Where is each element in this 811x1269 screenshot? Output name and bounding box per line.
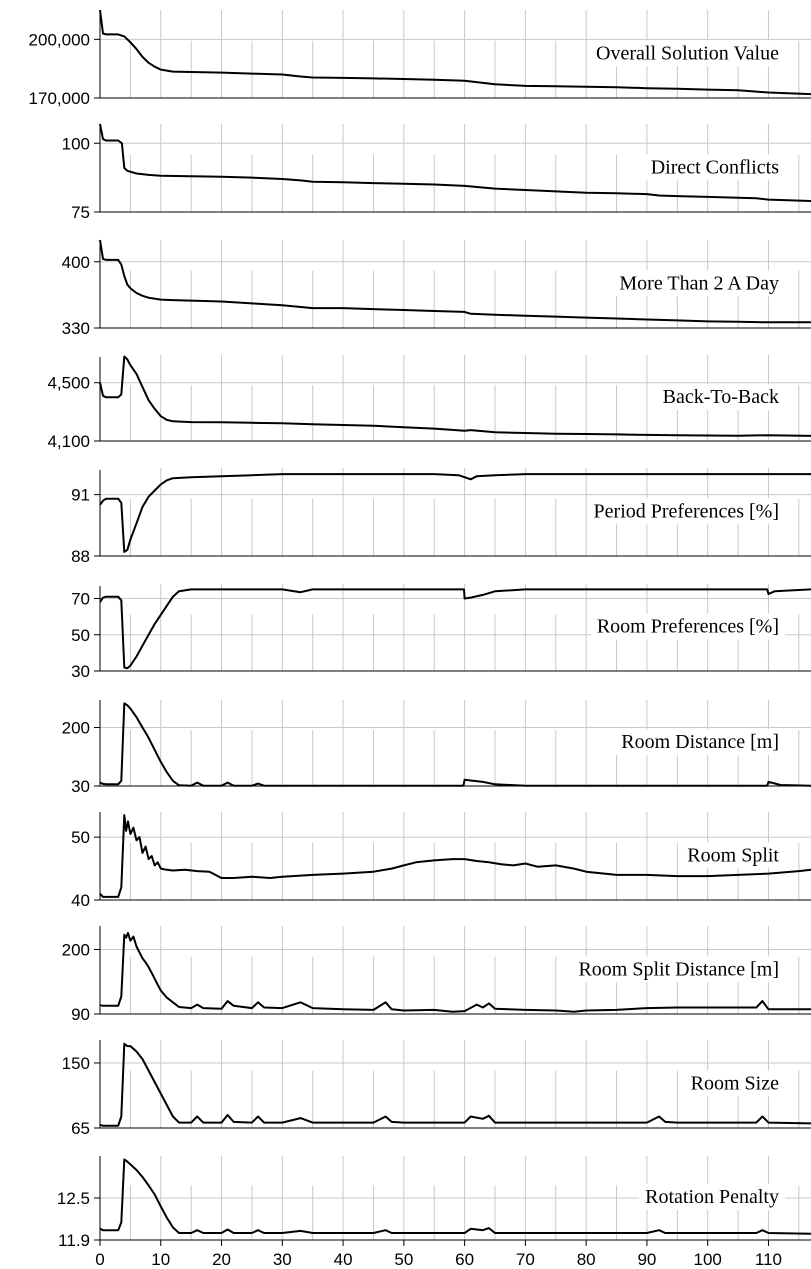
y-tick-label: 11.9 (58, 1231, 90, 1250)
y-tick-label: 91 (71, 486, 90, 505)
panel-title-background (656, 384, 785, 411)
series-line (99, 1042, 811, 1127)
x-tick-label: 40 (334, 1250, 353, 1269)
panel-title-background (681, 842, 786, 869)
x-tick-label: 80 (577, 1250, 596, 1269)
series-line (99, 473, 811, 553)
panel-title: Room Split Distance [m] (578, 958, 779, 980)
grid-layer (100, 10, 811, 1240)
panel-title-background (613, 270, 785, 297)
panel-title-background (590, 613, 785, 640)
y-tick-label: 50 (71, 828, 90, 847)
panel-title: Period Preferences [%] (594, 500, 779, 522)
x-tick-label: 10 (151, 1250, 170, 1269)
series-line (99, 588, 811, 670)
panel-title: Back-To-Back (663, 386, 779, 408)
panel-title-background (590, 40, 786, 67)
x-tick-label: 0 (95, 1250, 104, 1269)
y-tick-label: 88 (71, 547, 90, 566)
panel-title: Direct Conflicts (651, 156, 780, 178)
y-tick-label: 75 (71, 203, 90, 222)
y-tick-label: 65 (71, 1119, 90, 1138)
y-tick-label: 4,100 (47, 432, 90, 451)
panel-title: More Than 2 A Day (619, 272, 779, 294)
series-line (99, 814, 811, 898)
y-tick-label: 30 (71, 777, 90, 796)
title-layer: Overall Solution Value Direct Conflicts Mo… (572, 40, 786, 1211)
panel-title-background (572, 956, 785, 983)
y-tick-label: 200 (62, 719, 90, 738)
y-tick-label: 50 (71, 626, 90, 645)
x-tick-label: 20 (212, 1250, 231, 1269)
series-line (99, 239, 811, 324)
y-tick-label: 330 (62, 319, 90, 338)
panel-title: Room Preferences [%] (597, 616, 779, 638)
y-tick-label: 100 (62, 134, 90, 153)
x-tick-label: 50 (394, 1250, 413, 1269)
series-line (99, 1158, 811, 1235)
x-tick-label: 100 (694, 1250, 722, 1269)
panel-title-background (587, 498, 785, 525)
series-layer (99, 9, 811, 1235)
panel-title: Overall Solution Value (596, 42, 779, 64)
y-tick-label: 200,000 (29, 30, 90, 49)
x-tick-label: 60 (455, 1250, 474, 1269)
y-tick-label: 30 (71, 662, 90, 681)
series-line (99, 123, 811, 202)
series-line (99, 355, 811, 437)
x-tick-label: 90 (637, 1250, 656, 1269)
x-tick-label: 110 (755, 1250, 782, 1269)
series-line (99, 702, 811, 787)
y-tick-label: 4,500 (47, 374, 90, 393)
y-tick-label: 90 (71, 1005, 90, 1024)
y-tick-labels: 170,000 200,000 75 100 330 400 4,100 4,500 88 91 3… (29, 30, 90, 1250)
series-line (99, 9, 811, 96)
y-tick-label: 150 (62, 1054, 90, 1073)
y-tick-label: 40 (71, 891, 90, 910)
x-tick-labels: 0 10 20 30 40 50 60 70 80 90 100 110 (95, 1250, 782, 1269)
panel-title: Room Distance [m] (621, 731, 779, 753)
y-tick-label: 70 (71, 590, 90, 609)
y-tick-label: 170,000 (29, 89, 90, 108)
y-tick-label: 200 (62, 940, 90, 959)
series-line (99, 932, 811, 1013)
y-tick-label: 12.5 (57, 1189, 90, 1208)
panel-title-background (684, 1070, 786, 1097)
panel-title: Rotation Penalty (645, 1186, 779, 1208)
panel-title-background (644, 154, 786, 181)
panel-title: Room Size (691, 1072, 779, 1094)
panel-title-background (615, 729, 785, 756)
panel-title-background (639, 1184, 785, 1211)
y-tick-label: 400 (62, 253, 90, 272)
x-tick-label: 30 (273, 1250, 292, 1269)
panel-title: Room Split (687, 844, 779, 866)
x-tick-label: 70 (516, 1250, 535, 1269)
